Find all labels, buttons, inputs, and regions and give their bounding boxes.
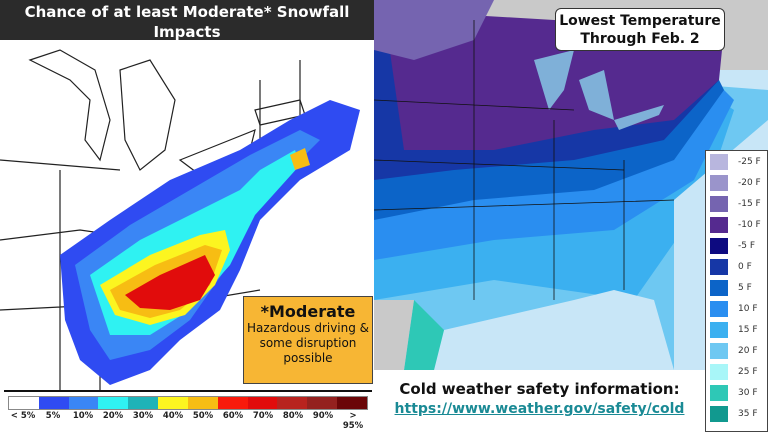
- snow-legend-label: 80%: [282, 411, 304, 421]
- snow-legend-label: 60%: [222, 411, 244, 421]
- temperature-legend-item: -20 F: [706, 172, 767, 193]
- temperature-legend-label: -15 F: [738, 198, 761, 209]
- temperature-legend-swatch: [710, 153, 728, 170]
- great-lakes: [534, 50, 664, 130]
- temp-minus15-area: [374, 0, 494, 60]
- state-borders: [374, 20, 675, 300]
- snow-legend-label: 40%: [162, 411, 184, 421]
- snow-legend-label: > 95%: [342, 411, 364, 431]
- temperature-legend-label: 5 F: [738, 282, 752, 293]
- snow-probability-legend: < 5% 5% 10% 20% 30% 40% 50% 60% 70% 80% 90% > 95%: [4, 390, 372, 432]
- temperature-legend-item: 0 F: [706, 256, 767, 277]
- temperature-legend-item: 25 F: [706, 361, 767, 382]
- moderate-description: Hazardous driving & some disruption poss…: [246, 321, 370, 365]
- snow-legend-swatch: [337, 397, 367, 409]
- temperature-legend-swatch: [710, 384, 728, 401]
- temperature-legend-swatch: [710, 279, 728, 296]
- snow-legend-label: 30%: [132, 411, 154, 421]
- temperature-legend-item: 10 F: [706, 298, 767, 319]
- snow-legend-swatch: [38, 397, 69, 409]
- safety-link[interactable]: https://www.weather.gov/safety/cold: [394, 401, 685, 417]
- snow-legend-swatch: [9, 397, 39, 409]
- snow-legend-label: 50%: [192, 411, 214, 421]
- temperature-legend-item: 15 F: [706, 319, 767, 340]
- snow-impact-panel: Chance of at least Moderate* Snowfall Im…: [0, 0, 374, 432]
- temperature-legend-swatch: [710, 216, 728, 233]
- moderate-definition-box: *Moderate Hazardous driving & some disru…: [243, 296, 373, 384]
- snow-title-bar: Chance of at least Moderate* Snowfall Im…: [0, 0, 374, 56]
- snow-legend-swatch: [277, 397, 308, 409]
- snow-legend-swatch: [98, 397, 129, 409]
- temperature-legend-label: 0 F: [738, 261, 752, 272]
- temperature-legend-label: 30 F: [738, 387, 758, 398]
- temperature-legend-label: -25 F: [738, 156, 761, 167]
- temperature-title-line2: Through Feb. 2: [580, 31, 700, 47]
- great-lakes-outline: [28, 49, 306, 176]
- snow-legend-label: 20%: [102, 411, 124, 421]
- temperature-legend-item: 20 F: [706, 340, 767, 361]
- temperature-legend-item: -5 F: [706, 235, 767, 256]
- safety-heading: Cold weather safety information:: [399, 380, 680, 398]
- snow-legend-swatch: [68, 397, 99, 409]
- temperature-legend-label: 20 F: [738, 345, 758, 356]
- temperature-legend-swatch: [710, 237, 728, 254]
- snow-legend-swatch: [128, 397, 159, 409]
- temperature-legend-swatch: [710, 405, 728, 422]
- temperature-legend-label: -10 F: [738, 219, 761, 230]
- snow-legend-label: 5%: [45, 411, 61, 421]
- mexico-land: [374, 300, 414, 370]
- temperature-legend-swatch: [710, 363, 728, 380]
- temperature-legend-swatch: [710, 195, 728, 212]
- temperature-title-line1: Lowest Temperature: [559, 13, 721, 29]
- temperature-legend-swatch: [710, 258, 728, 275]
- texas-coast: [404, 300, 444, 370]
- temperature-legend-label: 25 F: [738, 366, 758, 377]
- snow-legend-label: 10%: [72, 411, 94, 421]
- temperature-legend-item: 35 F: [706, 403, 767, 424]
- snow-title: Chance of at least Moderate* Snowfall Im…: [24, 3, 350, 41]
- moderate-heading: *Moderate: [260, 302, 356, 321]
- temperature-legend: -25 F -20 F -15 F -10 F -5 F 0 F 5 F 10 F 15 F 20…: [705, 150, 768, 432]
- temperature-legend-swatch: [710, 174, 728, 191]
- snow-legend-swatch: [247, 397, 278, 409]
- snow-legend-label: < 5%: [10, 411, 36, 421]
- cold-safety-box: Cold weather safety information: https:/…: [374, 370, 705, 432]
- temperature-panel: Lowest Temperature Through Feb. 2 -25 F-…: [374, 0, 768, 432]
- temperature-legend-swatch: [710, 321, 728, 338]
- temperature-legend-swatch: [710, 342, 728, 359]
- temperature-legend-item: -10 F: [706, 214, 767, 235]
- gulf-water: [434, 290, 674, 370]
- snow-legend-swatch: [187, 397, 218, 409]
- temperature-legend-swatch: [710, 300, 728, 317]
- snow-legend-swatch: [217, 397, 248, 409]
- snow-probability-map: [0, 49, 360, 390]
- snow-70pct-area: [125, 255, 215, 310]
- temperature-title: Lowest Temperature Through Feb. 2: [555, 8, 725, 51]
- temperature-legend-item: 30 F: [706, 382, 767, 403]
- temperature-legend-label: -5 F: [738, 240, 756, 251]
- temperature-legend-item: -25 F: [706, 151, 767, 172]
- temperature-legend-item: -15 F: [706, 193, 767, 214]
- snow-50pct-new-england: [290, 148, 310, 170]
- snow-legend-swatch: [158, 397, 188, 409]
- snow-legend-swatch: [307, 397, 338, 409]
- snow-legend-label: 90%: [312, 411, 334, 421]
- temperature-legend-label: 10 F: [738, 303, 758, 314]
- snow-legend-label: 70%: [252, 411, 274, 421]
- temperature-legend-item: 5 F: [706, 277, 767, 298]
- temperature-legend-label: 15 F: [738, 324, 758, 335]
- snow-subtitle: Valid: Friday through Sunday Night: [78, 43, 296, 56]
- temperature-legend-label: -20 F: [738, 177, 761, 188]
- lowest-temperature-map: [374, 0, 768, 370]
- temperature-legend-label: 35 F: [738, 408, 758, 419]
